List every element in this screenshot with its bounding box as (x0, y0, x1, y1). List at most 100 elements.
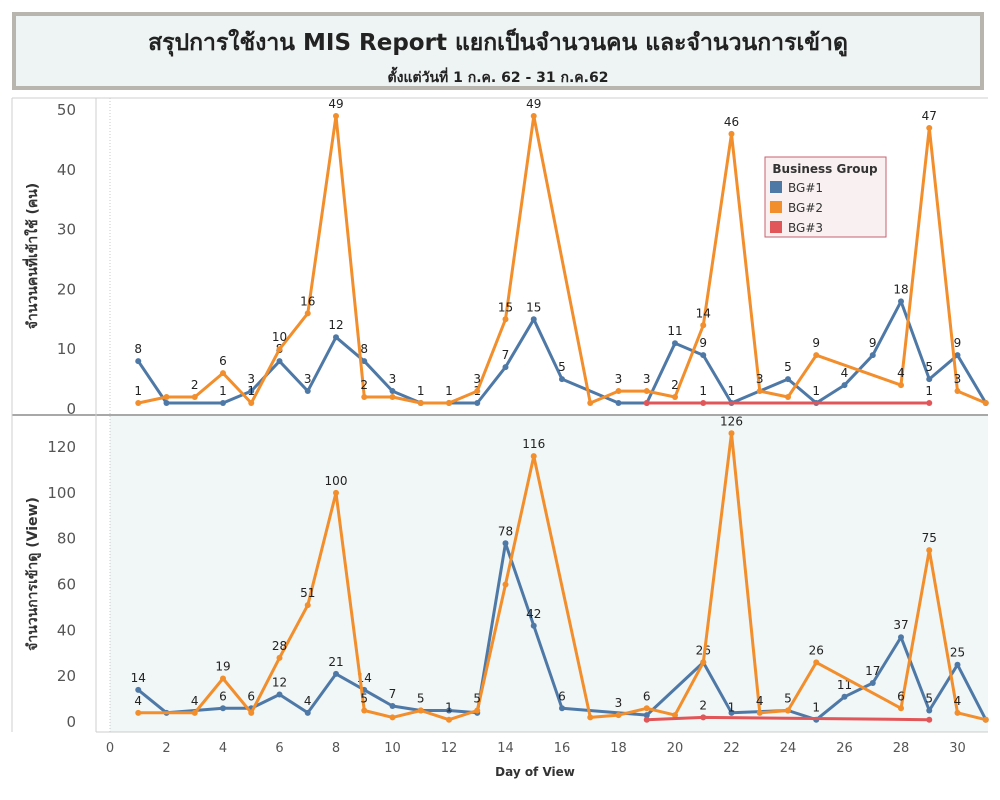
data-label: 18 (893, 282, 908, 296)
y-tick-label: 0 (66, 713, 76, 731)
data-point (502, 540, 509, 547)
data-point (700, 714, 707, 721)
data-point (333, 489, 339, 496)
data-point (587, 714, 594, 721)
data-point (304, 310, 311, 317)
data-point (643, 705, 650, 712)
x-tick-label: 16 (554, 741, 571, 756)
data-label: 26 (696, 643, 711, 657)
y-tick-label: 40 (57, 161, 76, 179)
x-tick-label: 4 (219, 741, 227, 756)
x-axis-label: Day of View (495, 765, 575, 779)
y-tick-label: 30 (57, 221, 76, 239)
data-point (615, 388, 622, 395)
data-label: 100 (325, 474, 348, 488)
data-point (785, 394, 791, 401)
data-point (926, 707, 933, 714)
data-label: 5 (417, 692, 425, 706)
x-tick-label: 30 (949, 741, 966, 756)
data-point (304, 709, 311, 716)
data-label: 10 (272, 330, 287, 344)
data-point (982, 400, 989, 407)
data-label: 9 (869, 336, 877, 350)
data-point (700, 352, 707, 359)
data-label: 1 (134, 384, 142, 398)
data-point (361, 394, 368, 401)
data-label: 6 (247, 689, 255, 703)
data-label: 3 (615, 696, 623, 710)
data-point (643, 712, 650, 719)
data-label: 8 (134, 342, 142, 356)
data-label: 16 (300, 294, 315, 308)
data-point (672, 712, 678, 719)
y-tick-label: 80 (57, 530, 76, 548)
data-point (926, 547, 933, 554)
data-point (926, 376, 933, 383)
data-point (954, 388, 961, 395)
data-label: 5 (473, 692, 481, 706)
data-point (954, 352, 961, 359)
data-point (474, 388, 481, 395)
data-point (276, 346, 283, 353)
data-label: 6 (897, 689, 905, 703)
data-point (926, 716, 933, 723)
data-label: 4 (134, 694, 142, 708)
data-point (446, 707, 452, 714)
data-point (474, 400, 481, 407)
series-line-bg2 (137, 114, 987, 405)
data-point (615, 712, 622, 719)
legend-label: BG#2 (788, 201, 823, 215)
y-axis-label: จำนวนการเข้าดู (View) (25, 497, 41, 651)
legend-label: BG#3 (788, 221, 823, 235)
data-point (304, 388, 311, 395)
x-tick-label: 8 (332, 741, 340, 756)
data-point (304, 602, 311, 609)
data-label: 5 (558, 360, 566, 374)
data-point (728, 709, 735, 716)
data-label: 5 (925, 360, 933, 374)
data-point (643, 388, 650, 395)
data-point (728, 430, 735, 437)
legend-swatch-bg2 (770, 201, 782, 213)
y-tick-label: 50 (57, 101, 76, 119)
data-point (333, 670, 339, 677)
data-label: 4 (841, 366, 849, 380)
data-label: 37 (893, 618, 908, 632)
data-label: 8 (360, 342, 368, 356)
data-point (191, 394, 198, 401)
data-point (898, 298, 904, 305)
data-point (643, 400, 650, 407)
data-point (361, 358, 368, 365)
data-point (135, 686, 142, 693)
data-point (841, 382, 848, 389)
data-label: 17 (865, 664, 880, 678)
data-point (502, 364, 509, 371)
data-point (813, 352, 820, 359)
x-tick-label: 2 (162, 741, 170, 756)
data-point (276, 358, 283, 365)
data-label: 49 (328, 97, 343, 111)
data-point (135, 709, 142, 716)
plot-area-2 (110, 416, 988, 732)
data-label: 1 (247, 384, 255, 398)
data-label: 3 (954, 372, 962, 386)
x-tick-label: 20 (667, 741, 684, 756)
data-label: 5 (784, 360, 792, 374)
data-label: 116 (522, 437, 545, 451)
data-label: 75 (922, 531, 937, 545)
data-label: 2 (191, 378, 199, 392)
y-tick-label: 60 (57, 576, 76, 594)
data-point (869, 680, 876, 687)
data-point (135, 400, 142, 407)
data-label: 25 (950, 646, 965, 660)
legend-swatch-bg1 (770, 181, 782, 193)
x-tick-label: 6 (275, 741, 283, 756)
data-point (361, 707, 368, 714)
data-point (785, 376, 791, 383)
data-label: 9 (954, 336, 962, 350)
data-label: 1 (417, 384, 425, 398)
data-label: 1 (445, 384, 453, 398)
y-tick-label: 40 (57, 621, 76, 639)
title-box: สรุปการใช้งาน MIS Report แยกเป็นจำนวนคน … (12, 12, 984, 90)
